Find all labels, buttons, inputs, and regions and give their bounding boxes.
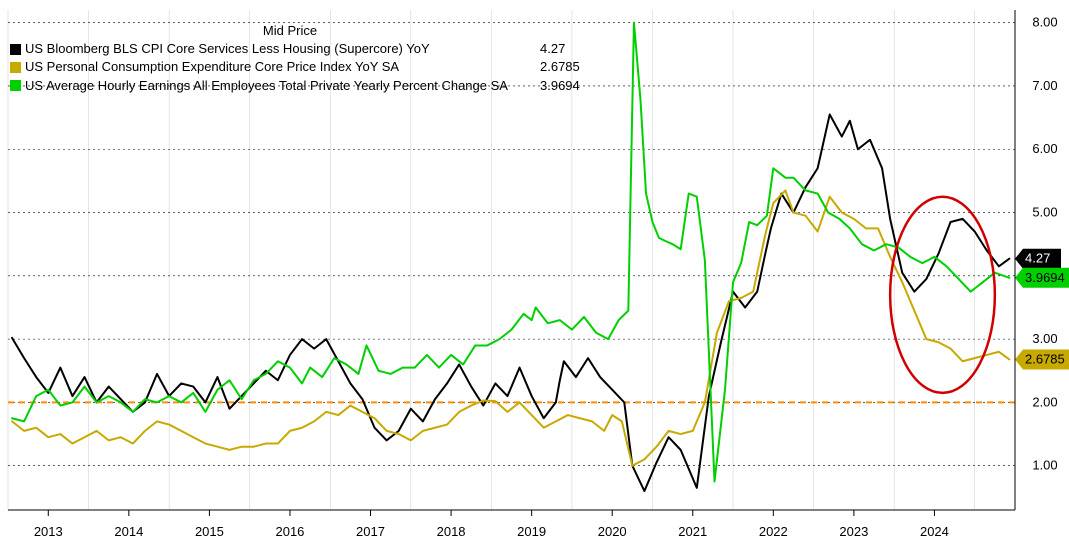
x-tick-label: 2014 — [114, 524, 143, 539]
legend-swatch — [10, 62, 21, 73]
svg-text:4.27: 4.27 — [1025, 251, 1050, 266]
y-tick-label: 2.00 — [1032, 394, 1057, 409]
chart-container: 2013 2014 2015 2016 2017 2018 2019 2020 2021 2022… — [0, 0, 1069, 558]
legend-title: Mid Price — [10, 22, 570, 40]
legend-series-value: 2.6785 — [540, 58, 590, 76]
legend-series-name: US Bloomberg BLS CPI Core Services Less … — [25, 40, 540, 58]
legend-swatch — [10, 44, 21, 55]
svg-text:2.6785: 2.6785 — [1025, 351, 1065, 366]
x-tick-label: 2013 — [34, 524, 63, 539]
y-tick-label: 6.00 — [1032, 141, 1057, 156]
legend-series-value: 3.9694 — [540, 77, 590, 95]
legend-row: US Average Hourly Earnings All Employees… — [10, 77, 590, 95]
value-label: 3.9694 — [1015, 268, 1069, 288]
y-tick-label: 1.00 — [1032, 458, 1057, 473]
legend-series-name: US Personal Consumption Expenditure Core… — [25, 58, 540, 76]
x-tick-label: 2020 — [598, 524, 627, 539]
x-tick-label: 2024 — [920, 524, 949, 539]
x-tick-label: 2018 — [437, 524, 466, 539]
value-label: 2.6785 — [1015, 349, 1069, 369]
legend-swatch — [10, 80, 21, 91]
legend-row: US Bloomberg BLS CPI Core Services Less … — [10, 40, 590, 58]
legend-series-name: US Average Hourly Earnings All Employees… — [25, 77, 540, 95]
legend-row: US Personal Consumption Expenditure Core… — [10, 58, 590, 76]
x-tick-label: 2021 — [678, 524, 707, 539]
svg-text:3.9694: 3.9694 — [1025, 270, 1065, 285]
y-tick-label: 5.00 — [1032, 205, 1057, 220]
x-tick-label: 2016 — [275, 524, 304, 539]
series-line-pce — [12, 190, 1009, 465]
x-tick-label: 2022 — [759, 524, 788, 539]
x-tick-label: 2015 — [195, 524, 224, 539]
annotation-ellipse — [890, 197, 995, 393]
x-tick-label: 2017 — [356, 524, 385, 539]
x-tick-label: 2019 — [517, 524, 546, 539]
y-tick-label: 3.00 — [1032, 331, 1057, 346]
legend-series-value: 4.27 — [540, 40, 590, 58]
y-tick-label: 8.00 — [1032, 15, 1057, 30]
y-tick-label: 7.00 — [1032, 78, 1057, 93]
legend-box: Mid Price US Bloomberg BLS CPI Core Serv… — [10, 22, 590, 95]
value-label: 4.27 — [1015, 249, 1061, 269]
x-tick-label: 2023 — [839, 524, 868, 539]
series-line-supercore — [12, 114, 1009, 491]
